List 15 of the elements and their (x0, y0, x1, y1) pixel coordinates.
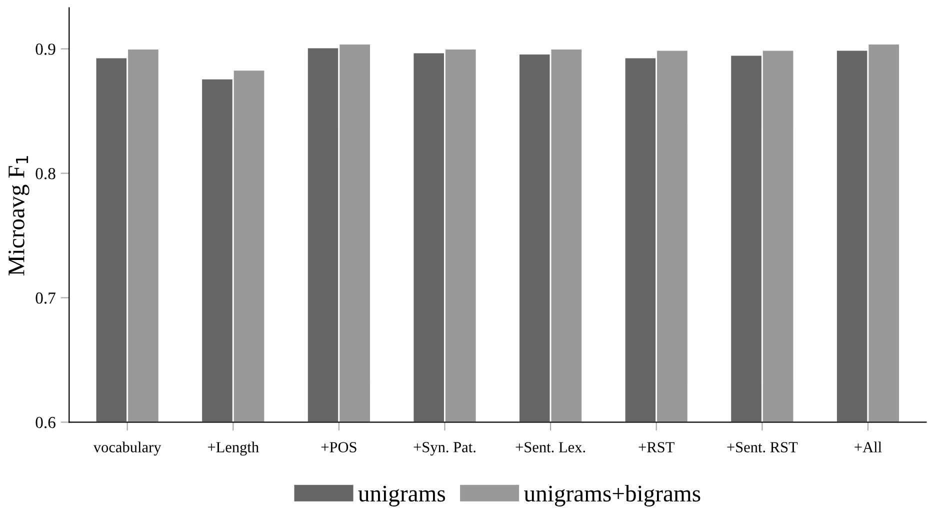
x-tick-label: +Syn. Pat. (414, 442, 476, 456)
x-tick-label: +RST (638, 442, 674, 452)
x-tick-label: +Length (208, 442, 259, 456)
y-tick-label: 0.9 (36, 44, 56, 55)
y-tick-label: 0.7 (36, 292, 56, 304)
x-tick-label: +POS (321, 442, 356, 452)
x-tick-label: vocabulary (93, 442, 162, 456)
y-axis-title: Microavg F$_{1}$ (8, 156, 30, 276)
x-tick-label: +Sent. RST (727, 442, 798, 452)
y-tick-label: 0.6 (36, 416, 56, 428)
legend-label: unigrams (358, 486, 446, 506)
x-tick-label: +All (854, 442, 882, 452)
y-tick-label: 0.8 (36, 168, 56, 180)
x-tick-label: +Sent. Lex. (516, 442, 586, 452)
legend-label: unigrams+bigrams (524, 485, 700, 506)
